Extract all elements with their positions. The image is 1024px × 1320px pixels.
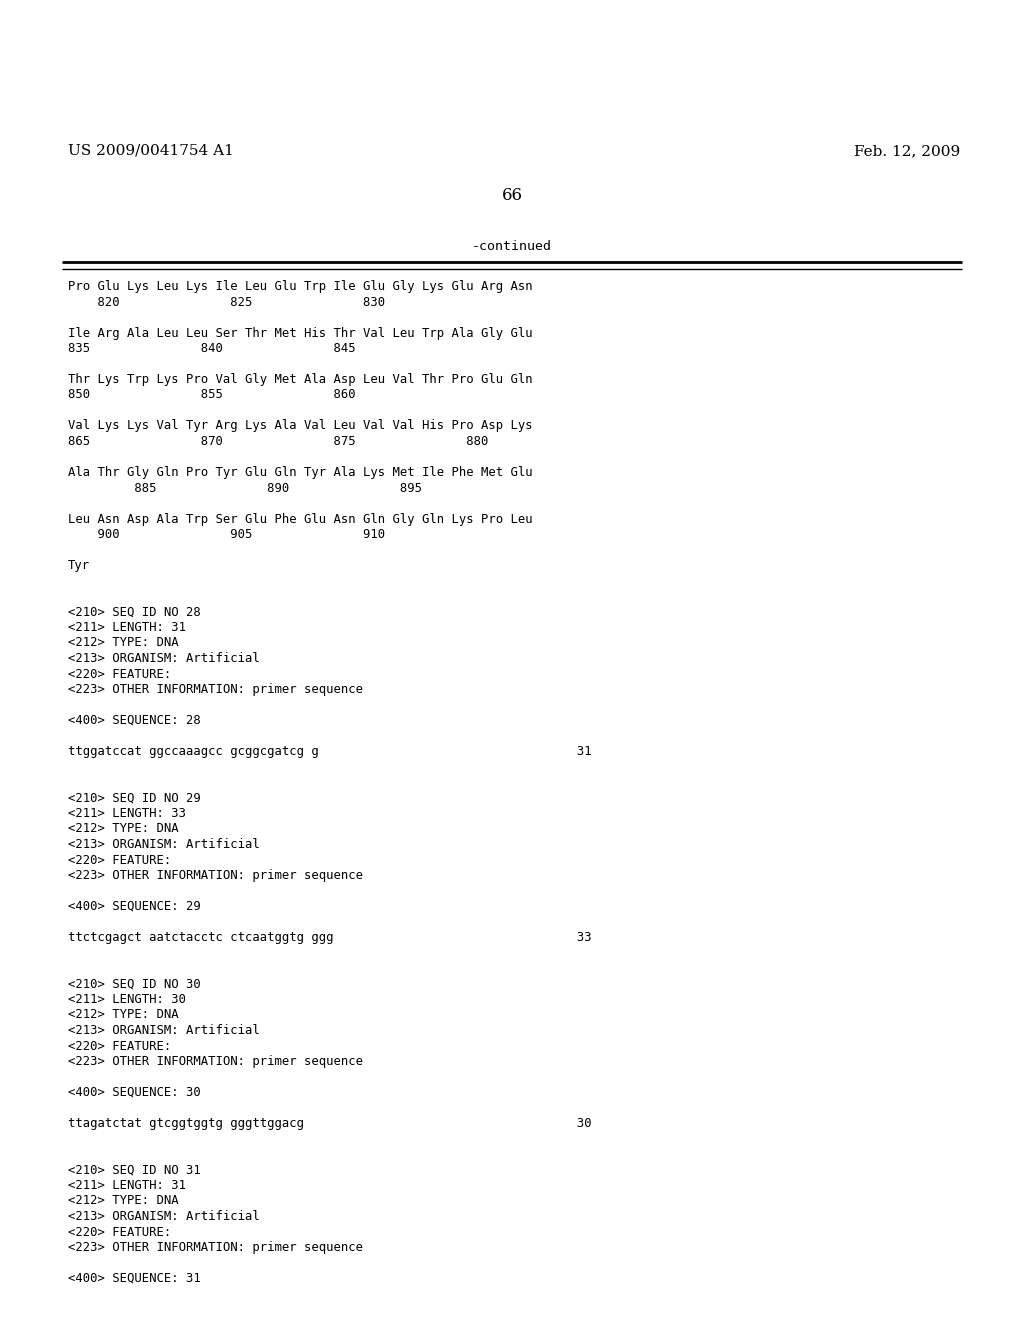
Text: Tyr: Tyr <box>68 558 90 572</box>
Text: <223> OTHER INFORMATION: primer sequence: <223> OTHER INFORMATION: primer sequence <box>68 682 362 696</box>
Text: <211> LENGTH: 30: <211> LENGTH: 30 <box>68 993 186 1006</box>
Text: <211> LENGTH: 31: <211> LENGTH: 31 <box>68 1179 186 1192</box>
Text: <213> ORGANISM: Artificial: <213> ORGANISM: Artificial <box>68 838 260 851</box>
Text: <400> SEQUENCE: 31: <400> SEQUENCE: 31 <box>68 1272 201 1284</box>
Text: <211> LENGTH: 31: <211> LENGTH: 31 <box>68 620 186 634</box>
Text: <210> SEQ ID NO 28: <210> SEQ ID NO 28 <box>68 606 201 619</box>
Text: <220> FEATURE:: <220> FEATURE: <box>68 1225 171 1238</box>
Text: Ala Thr Gly Gln Pro Tyr Glu Gln Tyr Ala Lys Met Ile Phe Met Glu: Ala Thr Gly Gln Pro Tyr Glu Gln Tyr Ala … <box>68 466 532 479</box>
Text: Val Lys Lys Val Tyr Arg Lys Ala Val Leu Val Val His Pro Asp Lys: Val Lys Lys Val Tyr Arg Lys Ala Val Leu … <box>68 420 532 433</box>
Text: <223> OTHER INFORMATION: primer sequence: <223> OTHER INFORMATION: primer sequence <box>68 869 362 882</box>
Text: -continued: -continued <box>472 240 552 253</box>
Text: ttagatctat gtcggtggtg gggttggacg                                     30: ttagatctat gtcggtggtg gggttggacg 30 <box>68 1117 592 1130</box>
Text: <212> TYPE: DNA: <212> TYPE: DNA <box>68 1008 178 1022</box>
Text: 865               870               875               880: 865 870 875 880 <box>68 436 488 447</box>
Text: <400> SEQUENCE: 28: <400> SEQUENCE: 28 <box>68 714 201 727</box>
Text: 835               840               845: 835 840 845 <box>68 342 355 355</box>
Text: 885               890               895: 885 890 895 <box>68 482 422 495</box>
Text: <210> SEQ ID NO 31: <210> SEQ ID NO 31 <box>68 1163 201 1176</box>
Text: 900               905               910: 900 905 910 <box>68 528 385 541</box>
Text: Thr Lys Trp Lys Pro Val Gly Met Ala Asp Leu Val Thr Pro Glu Gln: Thr Lys Trp Lys Pro Val Gly Met Ala Asp … <box>68 374 532 385</box>
Text: <223> OTHER INFORMATION: primer sequence: <223> OTHER INFORMATION: primer sequence <box>68 1055 362 1068</box>
Text: ttggatccat ggccaaagcc gcggcgatcg g                                   31: ttggatccat ggccaaagcc gcggcgatcg g 31 <box>68 744 592 758</box>
Text: <213> ORGANISM: Artificial: <213> ORGANISM: Artificial <box>68 1210 260 1224</box>
Text: <211> LENGTH: 33: <211> LENGTH: 33 <box>68 807 186 820</box>
Text: <212> TYPE: DNA: <212> TYPE: DNA <box>68 822 178 836</box>
Text: Ile Arg Ala Leu Leu Ser Thr Met His Thr Val Leu Trp Ala Gly Glu: Ile Arg Ala Leu Leu Ser Thr Met His Thr … <box>68 326 532 339</box>
Text: Pro Glu Lys Leu Lys Ile Leu Glu Trp Ile Glu Gly Lys Glu Arg Asn: Pro Glu Lys Leu Lys Ile Leu Glu Trp Ile … <box>68 280 532 293</box>
Text: <220> FEATURE:: <220> FEATURE: <box>68 668 171 681</box>
Text: <223> OTHER INFORMATION: primer sequence: <223> OTHER INFORMATION: primer sequence <box>68 1241 362 1254</box>
Text: <212> TYPE: DNA: <212> TYPE: DNA <box>68 1195 178 1208</box>
Text: 820               825               830: 820 825 830 <box>68 296 385 309</box>
Text: US 2009/0041754 A1: US 2009/0041754 A1 <box>68 144 233 158</box>
Text: Leu Asn Asp Ala Trp Ser Glu Phe Glu Asn Gln Gly Gln Lys Pro Leu: Leu Asn Asp Ala Trp Ser Glu Phe Glu Asn … <box>68 512 532 525</box>
Text: <213> ORGANISM: Artificial: <213> ORGANISM: Artificial <box>68 1024 260 1038</box>
Text: <400> SEQUENCE: 30: <400> SEQUENCE: 30 <box>68 1086 201 1100</box>
Text: Feb. 12, 2009: Feb. 12, 2009 <box>854 144 961 158</box>
Text: 66: 66 <box>502 187 522 205</box>
Text: <210> SEQ ID NO 30: <210> SEQ ID NO 30 <box>68 978 201 990</box>
Text: <220> FEATURE:: <220> FEATURE: <box>68 1040 171 1052</box>
Text: ttctcgagct aatctacctc ctcaatggtg ggg                                 33: ttctcgagct aatctacctc ctcaatggtg ggg 33 <box>68 931 592 944</box>
Text: <210> SEQ ID NO 29: <210> SEQ ID NO 29 <box>68 792 201 804</box>
Text: <212> TYPE: DNA: <212> TYPE: DNA <box>68 636 178 649</box>
Text: 850               855               860: 850 855 860 <box>68 388 355 401</box>
Text: <220> FEATURE:: <220> FEATURE: <box>68 854 171 866</box>
Text: <213> ORGANISM: Artificial: <213> ORGANISM: Artificial <box>68 652 260 665</box>
Text: <400> SEQUENCE: 29: <400> SEQUENCE: 29 <box>68 900 201 913</box>
